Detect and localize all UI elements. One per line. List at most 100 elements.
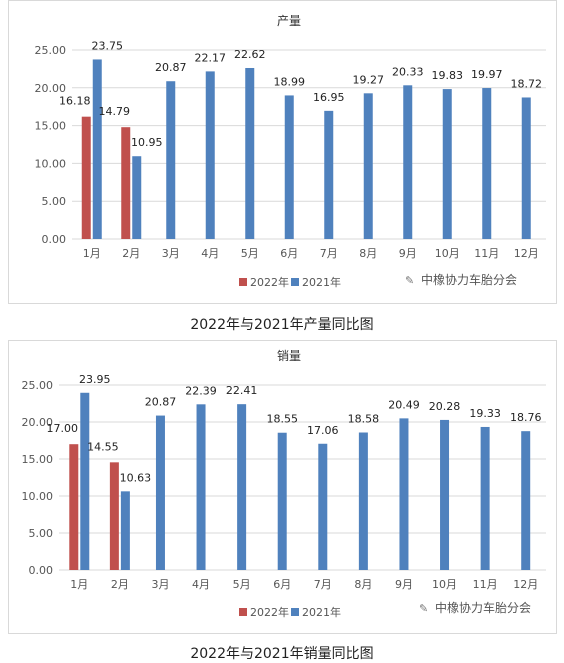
sales-caption: 2022年与2021年销量同比图 xyxy=(190,646,374,662)
data-label: 19.27 xyxy=(353,73,385,86)
y-tick-label: 25.00 xyxy=(22,379,54,392)
bar-2021-8月 xyxy=(358,432,368,570)
x-tick-label: 1月 xyxy=(83,247,101,260)
data-label: 17.00 xyxy=(47,422,79,435)
wechat-icon: ✎ xyxy=(405,274,415,287)
x-tick-label: 3月 xyxy=(151,578,169,591)
legend-swatch-2021 xyxy=(291,278,299,286)
data-label: 18.72 xyxy=(511,77,543,90)
bar-2021-2月 xyxy=(132,156,142,239)
bar-2021-9月 xyxy=(403,85,413,239)
data-label: 10.63 xyxy=(120,471,152,484)
legend-label: 2021年 xyxy=(302,275,341,289)
x-tick-label: 11月 xyxy=(474,247,499,260)
y-tick-label: 15.00 xyxy=(22,453,54,466)
data-label: 16.18 xyxy=(59,95,91,108)
chart-title: 销量 xyxy=(277,349,301,363)
legend-label: 2021年 xyxy=(302,605,341,619)
bar-2021-2月 xyxy=(120,491,130,570)
bar-2022-2月 xyxy=(121,127,131,239)
data-label: 20.33 xyxy=(392,65,424,78)
data-label: 20.49 xyxy=(388,398,420,411)
bar-2021-8月 xyxy=(363,93,373,239)
legend-swatch-2022 xyxy=(239,608,247,616)
bar-2021-12月 xyxy=(521,431,531,570)
data-label: 19.83 xyxy=(432,69,464,82)
bar-2021-5月 xyxy=(237,404,247,570)
bar-2021-5月 xyxy=(245,67,255,239)
bar-2021-4月 xyxy=(205,71,215,239)
bar-2021-7月 xyxy=(318,443,328,570)
production-chart-panel: 产量 25.00 20.00 15.00 10.00 5.00 0.00 1月 16.18 23.… xyxy=(8,0,557,304)
data-label: 20.87 xyxy=(145,396,177,409)
data-label: 16.95 xyxy=(313,91,345,104)
data-label: 17.06 xyxy=(307,424,339,437)
chart-title: 产量 xyxy=(277,14,301,28)
x-tick-label: 12月 xyxy=(514,247,539,260)
bar-2021-11月 xyxy=(482,88,492,240)
x-tick-label: 10月 xyxy=(432,578,457,591)
y-tick-label: 20.00 xyxy=(22,416,54,429)
wechat-icon: ✎ xyxy=(419,602,429,615)
bar-2021-10月 xyxy=(440,419,450,570)
x-tick-label: 4月 xyxy=(201,247,219,260)
data-label: 14.79 xyxy=(99,105,131,118)
x-tick-label: 12月 xyxy=(513,578,538,591)
legend-label: 2022年 xyxy=(250,275,289,289)
y-tick-label: 20.00 xyxy=(35,82,67,95)
data-label: 18.76 xyxy=(510,411,542,424)
bar-2022-1月 xyxy=(81,116,91,239)
y-tick-label: 0.00 xyxy=(29,564,54,577)
data-label: 20.28 xyxy=(429,400,461,413)
watermark: ✎ 中橡协力车胎分会 xyxy=(405,271,517,288)
data-label: 19.97 xyxy=(471,68,503,81)
watermark-text: 中橡协力车胎分会 xyxy=(435,601,532,615)
bar-2021-12月 xyxy=(521,97,531,239)
data-label: 23.95 xyxy=(79,373,111,386)
x-tick-label: 2月 xyxy=(122,247,140,260)
x-tick-label: 5月 xyxy=(241,247,259,260)
data-label: 18.58 xyxy=(348,413,380,426)
data-label: 22.17 xyxy=(195,51,227,64)
data-label: 22.41 xyxy=(226,384,258,397)
y-tick-label: 15.00 xyxy=(35,120,67,133)
x-tick-label: 4月 xyxy=(192,578,210,591)
legend-swatch-2022 xyxy=(239,278,247,286)
x-tick-label: 8月 xyxy=(359,247,377,260)
legend-label: 2022年 xyxy=(250,605,289,619)
x-tick-label: 6月 xyxy=(273,578,291,591)
sales-chart: 销量 25.00 20.00 15.00 10.00 5.00 0.00 1月 17.00 23.… xyxy=(22,349,546,619)
legend-swatch-2021 xyxy=(291,608,299,616)
bar-2022-2月 xyxy=(109,462,119,570)
x-tick-label: 5月 xyxy=(233,578,251,591)
bar-2021-9月 xyxy=(399,418,409,570)
data-label: 20.87 xyxy=(155,61,187,74)
x-tick-label: 2月 xyxy=(111,578,129,591)
production-caption: 2022年与2021年产量同比图 xyxy=(190,317,374,333)
data-label: 22.62 xyxy=(234,48,266,61)
data-label: 18.99 xyxy=(274,75,306,88)
x-tick-label: 10月 xyxy=(435,247,460,260)
y-tick-label: 10.00 xyxy=(35,157,67,170)
bar-2021-6月 xyxy=(277,432,287,570)
y-tick-label: 5.00 xyxy=(29,527,54,540)
x-tick-label: 3月 xyxy=(162,247,180,260)
bar-2021-1月 xyxy=(80,392,90,570)
bar-2021-4月 xyxy=(196,404,206,570)
x-tick-label: 9月 xyxy=(395,578,413,591)
x-tick-label: 9月 xyxy=(399,247,417,260)
y-tick-label: 25.00 xyxy=(35,44,67,57)
watermark-text: 中橡协力车胎分会 xyxy=(421,273,518,287)
x-tick-label: 1月 xyxy=(70,578,88,591)
data-label: 10.95 xyxy=(131,136,163,149)
bar-2021-3月 xyxy=(155,415,165,570)
bar-2021-1月 xyxy=(92,59,102,240)
production-chart: 产量 25.00 20.00 15.00 10.00 5.00 0.00 1月 16.18 23.… xyxy=(35,14,546,289)
bar-2021-6月 xyxy=(284,95,294,239)
x-tick-label: 7月 xyxy=(320,247,338,260)
x-tick-label: 11月 xyxy=(473,578,498,591)
bar-2021-3月 xyxy=(166,81,176,239)
watermark: ✎ 中橡协力车胎分会 xyxy=(419,599,531,616)
data-label: 23.75 xyxy=(92,39,124,52)
data-label: 19.33 xyxy=(469,407,501,420)
